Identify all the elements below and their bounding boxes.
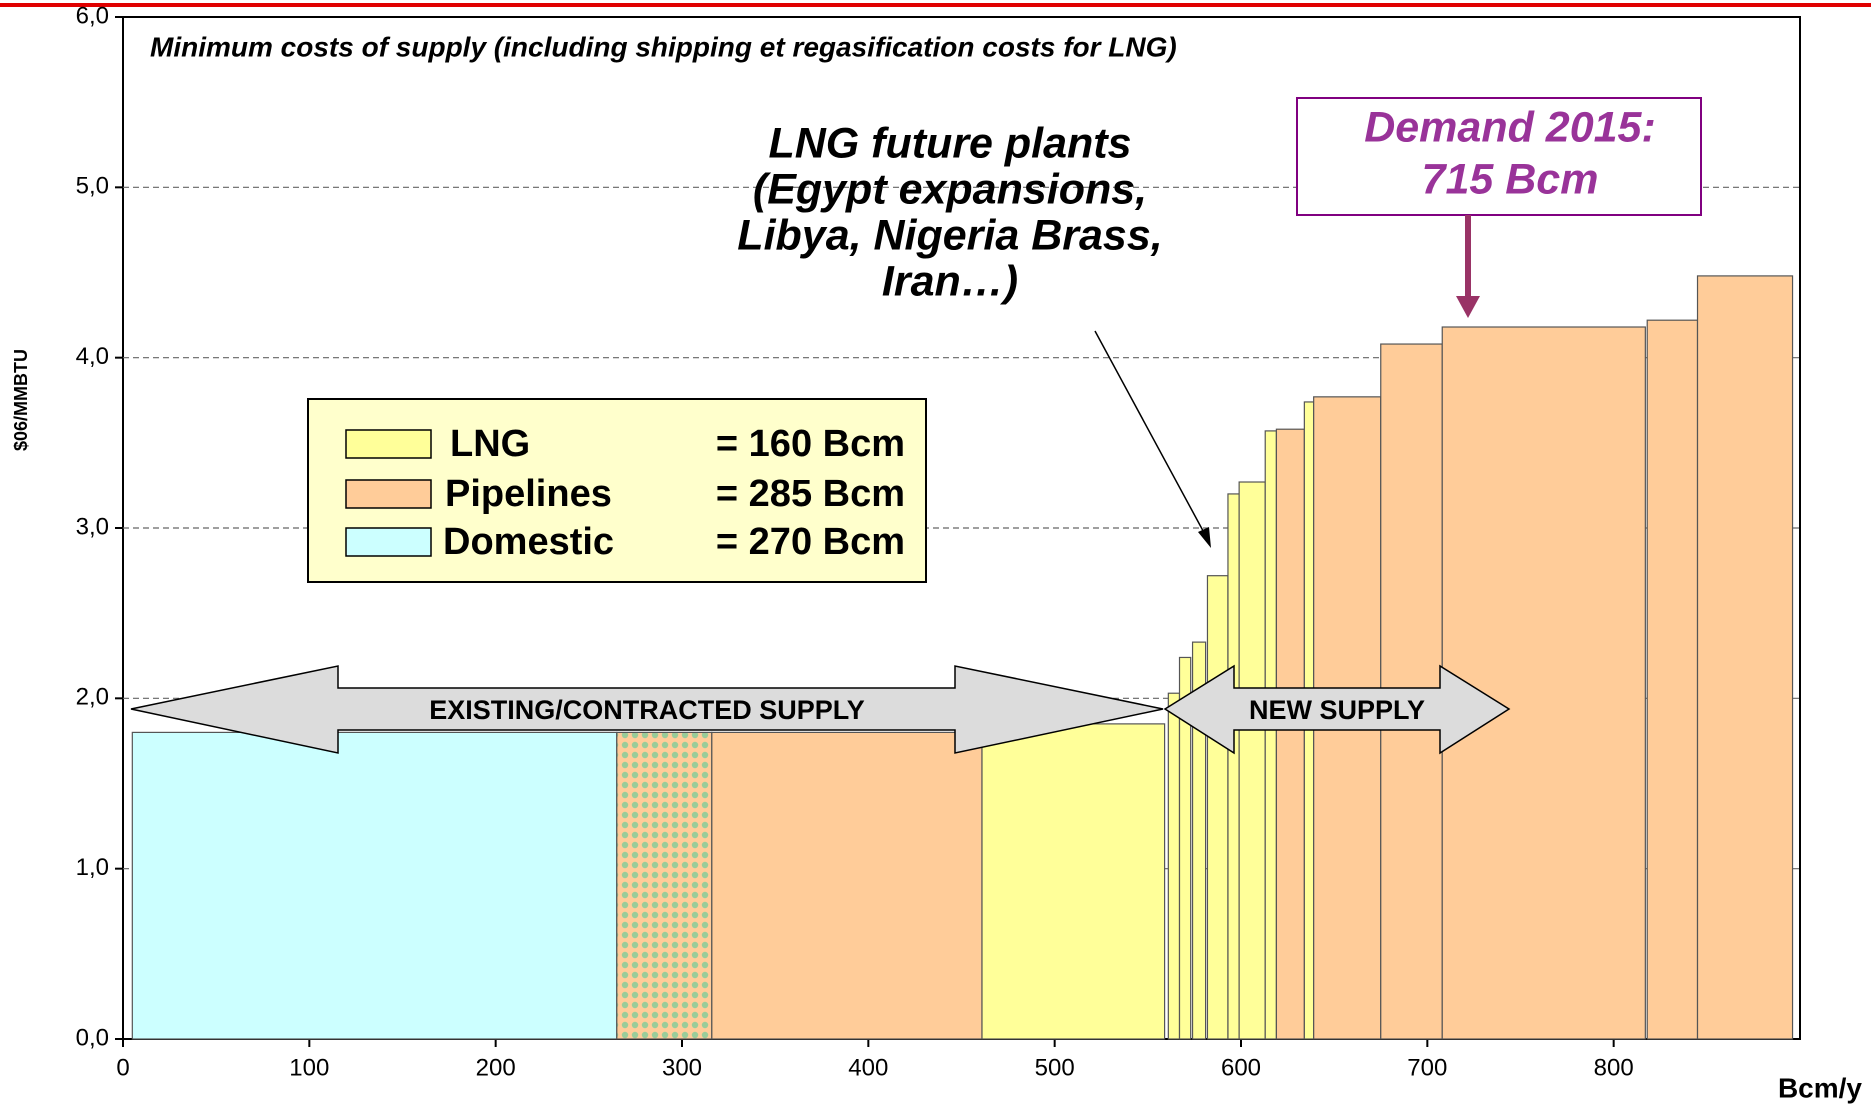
existing-supply-arrow [130, 665, 1164, 754]
y-tick-label: 1,0 [76, 854, 109, 881]
bar [981, 723, 1166, 1040]
demand-arrow-head [1456, 296, 1480, 318]
legend-value: = 160 Bcm [716, 423, 905, 465]
demand-label: 715 Bcm [1422, 155, 1599, 203]
lng-annotation: LNG future plants [768, 119, 1131, 167]
x-tick-label: 700 [1407, 1054, 1447, 1081]
y-tick-label: 4,0 [76, 343, 109, 370]
demand-label: Demand 2015: [1364, 103, 1656, 151]
legend-name: Domestic [443, 521, 614, 563]
bar [1178, 656, 1192, 1040]
new-supply-arrow [1163, 664, 1511, 755]
x-tick-label: 400 [848, 1054, 888, 1081]
x-tick-label: 500 [1035, 1054, 1075, 1081]
legend-swatch [345, 429, 432, 459]
bar [616, 731, 713, 1040]
lng-annotation: (Egypt expansions, [753, 165, 1147, 213]
legend-value: = 285 Bcm [716, 473, 905, 515]
x-tick-label: 800 [1594, 1054, 1634, 1081]
chart-title: Minimum costs of supply (including shipp… [150, 31, 1177, 62]
bar [1238, 481, 1266, 1040]
bar [1646, 319, 1699, 1040]
y-tick-label: 5,0 [76, 173, 109, 200]
bar [1264, 430, 1278, 1040]
lng-annotation: Iran…) [882, 257, 1018, 305]
bar [1696, 275, 1794, 1040]
demand-box [1296, 97, 1702, 216]
y-axis-label: $06/MMBTU [11, 349, 31, 451]
x-tick-label: 0 [116, 1054, 129, 1081]
lng-annotation: Libya, Nigeria Brass, [737, 211, 1162, 259]
x-tick-label: 600 [1221, 1054, 1261, 1081]
bar [1227, 493, 1240, 1040]
existing-supply-arrow-label: EXISTING/CONTRACTED SUPPLY [429, 695, 865, 725]
annotation-pointer [1094, 330, 1209, 541]
y-tick-label: 6,0 [76, 2, 109, 29]
legend-name: LNG [450, 423, 530, 465]
new-supply-arrow-label: NEW SUPPLY [1249, 695, 1425, 725]
bar [131, 731, 618, 1040]
legend-value: = 270 Bcm [716, 521, 905, 563]
bar [1206, 575, 1229, 1040]
annotation-pointer-head [1198, 527, 1211, 548]
x-tick-label: 200 [476, 1054, 516, 1081]
legend-name: Pipelines [445, 473, 612, 515]
bar [1441, 326, 1646, 1040]
bar [711, 731, 983, 1040]
bar [1167, 692, 1181, 1040]
legend-swatch [345, 479, 432, 509]
bar [1275, 428, 1305, 1040]
legend-swatch [345, 527, 432, 557]
y-tick-label: 3,0 [76, 513, 109, 540]
x-axis-label: Bcm/y [1778, 1072, 1862, 1103]
y-tick-label: 2,0 [76, 684, 109, 711]
bar [1191, 641, 1207, 1040]
y-tick-label: 0,0 [76, 1024, 109, 1051]
x-tick-label: 100 [289, 1054, 329, 1081]
x-tick-label: 300 [662, 1054, 702, 1081]
